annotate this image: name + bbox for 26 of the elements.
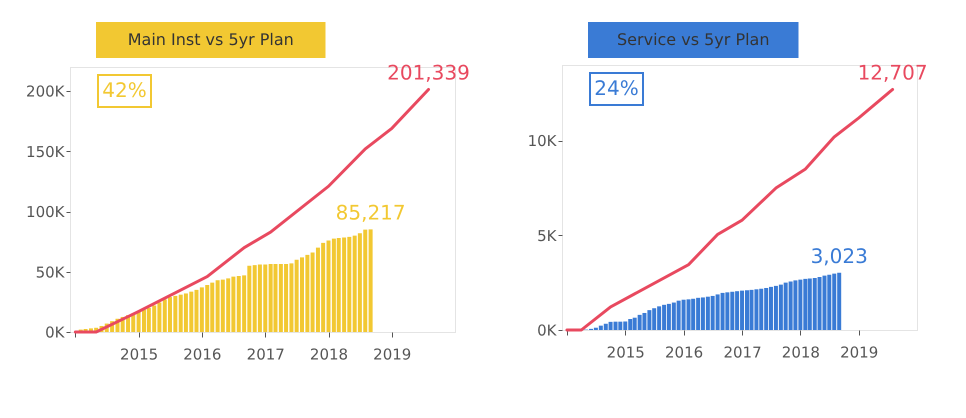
x-tick-label: 2017 — [246, 346, 285, 364]
chart-title: Service vs 5yr Plan — [617, 30, 770, 49]
annotation: 24% — [594, 76, 639, 100]
x-tick-label: 2017 — [723, 344, 762, 362]
annotation: 3,023 — [810, 244, 868, 268]
y-tick-label: 50K — [36, 263, 66, 282]
y-tick-label: 100K — [26, 203, 66, 222]
x-tick-label: 2018 — [782, 344, 820, 362]
x-tick-label: 2018 — [310, 346, 348, 364]
x-tick-label: 2016 — [664, 344, 704, 362]
x-tick-label: 2019 — [373, 346, 412, 364]
y-tick-label: 0K — [537, 322, 558, 340]
chart-title: Main Inst vs 5yr Plan — [128, 30, 294, 49]
y-tick-label: 5K — [537, 226, 558, 245]
annotation: 201,339 — [387, 60, 470, 84]
x-tick-label: 2015 — [606, 344, 645, 362]
annotation: 42% — [102, 78, 147, 102]
annotation: 85,217 — [336, 200, 406, 224]
y-tick-label: 200K — [26, 82, 66, 101]
x-tick-label: 2019 — [840, 344, 878, 362]
y-tick-label: 0K — [45, 324, 66, 342]
x-tick-label: 2015 — [120, 346, 158, 364]
annotation: 12,707 — [858, 60, 928, 84]
x-tick-label: 2016 — [183, 346, 222, 364]
y-tick-label: 10K — [528, 132, 558, 150]
y-tick-label: 150K — [26, 142, 66, 161]
